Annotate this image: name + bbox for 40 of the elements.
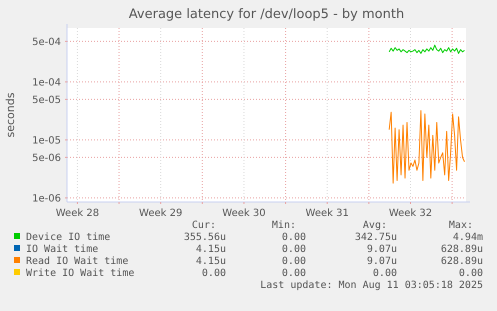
text: 0.00: [282, 268, 306, 279]
text: 9.07u: [366, 256, 397, 267]
text: 628.89u: [440, 256, 483, 267]
x-tick-label: Week 31: [306, 208, 349, 219]
line-series: [388, 110, 466, 184]
text: Avg:: [362, 220, 387, 231]
y-tick-label: 1e-05: [32, 135, 61, 146]
legend-label: Device IO time: [26, 232, 110, 243]
x-tick-label: Week 28: [56, 208, 100, 219]
y-tick-label: 5e-05: [32, 94, 61, 106]
x-tick-label: Week 32: [388, 208, 432, 219]
y-tick-label: 1e-06: [32, 193, 61, 204]
text: 4.94m: [452, 232, 483, 243]
x-tick-label: Week 29: [139, 208, 182, 219]
text: 0.00: [202, 268, 226, 279]
line-series: [388, 44, 466, 54]
text: 4.15u: [196, 256, 226, 267]
text: Min:: [272, 220, 296, 231]
text: Cur:: [192, 220, 216, 231]
text: 355.56u: [184, 232, 226, 243]
text: 9.07u: [366, 244, 397, 255]
text: 0.00: [282, 244, 306, 255]
y-tick-label: 1e-04: [32, 77, 61, 88]
text: 4.15u: [196, 244, 226, 255]
text: Last update: Mon Aug 11 03:05:18 2025: [260, 280, 483, 291]
legend-label: Read IO Wait time: [26, 256, 128, 267]
legend-label: Write IO Wait time: [26, 268, 134, 279]
text: Max:: [448, 220, 473, 231]
text: 0.00: [458, 268, 483, 279]
text: 0.00: [282, 256, 306, 267]
y-axis-title: seconds: [4, 92, 17, 138]
text: 628.89u: [440, 244, 483, 255]
legend-label: IO Wait time: [26, 244, 98, 255]
chart-title: Average latency for /dev/loop5 - by month: [128, 7, 404, 22]
y-tick-label: 5e-06: [32, 152, 61, 164]
x-tick-label: Week 30: [222, 208, 266, 219]
text: 342.75u: [354, 232, 397, 243]
text: 0.00: [372, 268, 397, 279]
text: 0.00: [282, 232, 306, 243]
y-tick-label: 5e-04: [32, 36, 61, 48]
